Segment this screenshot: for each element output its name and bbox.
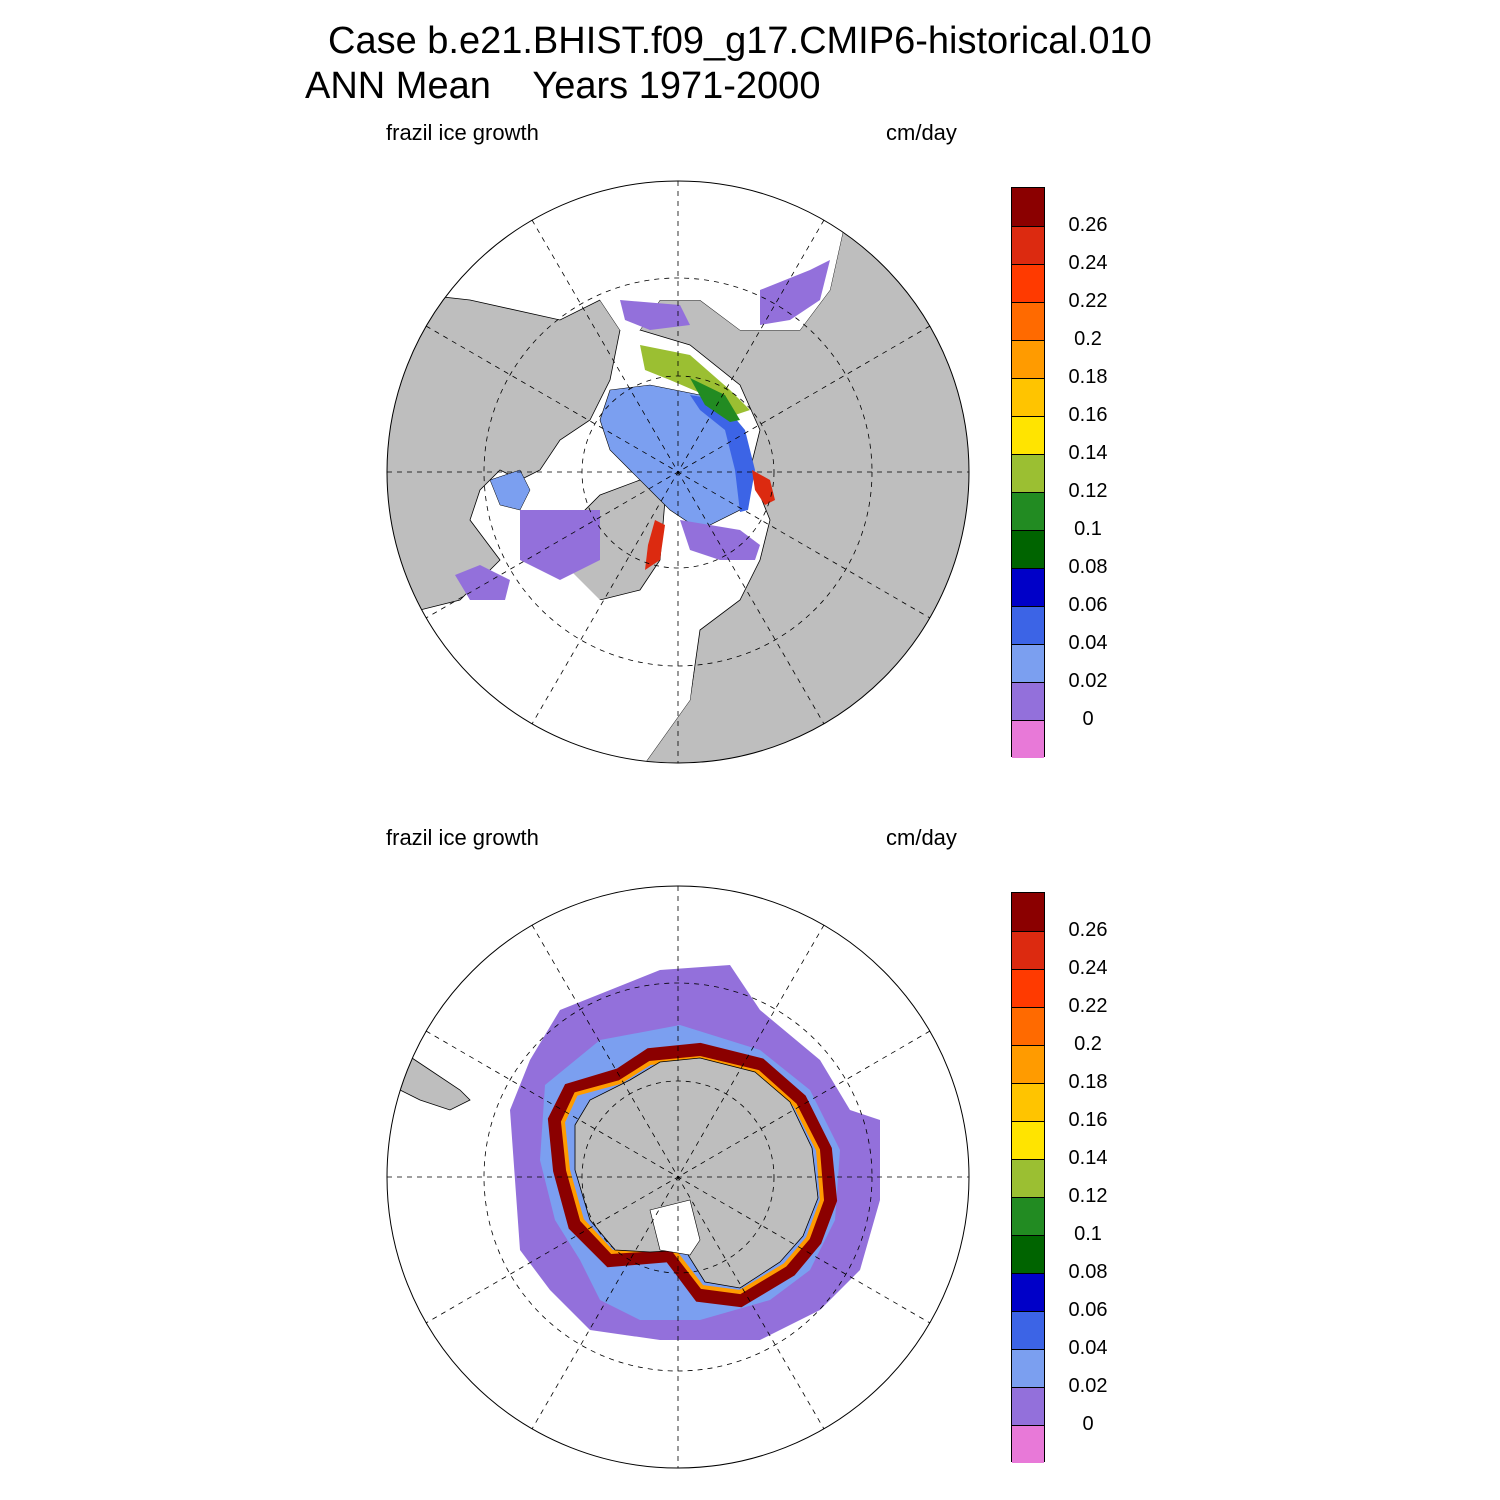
south-colorbar-swatch — [1012, 1121, 1044, 1159]
south-colorbar-label: 0.06 — [1068, 1299, 1108, 1321]
north-colorbar-label: 0.16 — [1068, 404, 1108, 426]
north-colorbar-swatch — [1012, 454, 1044, 492]
south-coastal-band — [547, 1042, 838, 1308]
north-colorbar-label: 0.02 — [1068, 670, 1108, 692]
south-colorbar-label: 0.2 — [1074, 1033, 1102, 1055]
south-coastal-band-inner — [560, 1055, 825, 1295]
north-labrador-purple — [520, 510, 600, 580]
north-colorbar-swatch — [1012, 606, 1044, 644]
north-graticule — [387, 181, 969, 763]
south-colorbar-label: 0.16 — [1068, 1109, 1108, 1131]
south-colorbar-swatch — [1012, 1349, 1044, 1387]
south-colorbar-swatch — [1012, 1197, 1044, 1235]
north-map-border — [386, 180, 970, 764]
north-colorbar-swatch — [1012, 226, 1044, 264]
north-colorbar-label: 0.18 — [1068, 366, 1108, 388]
north-colorbar-swatch — [1012, 416, 1044, 454]
north-colorbar-swatch — [1012, 568, 1044, 606]
north-colorbar-label: 0.2 — [1074, 328, 1102, 350]
north-colorbar-swatch — [1012, 644, 1044, 682]
north-colorbar-label: 0.12 — [1068, 480, 1108, 502]
north-colorbar-label: 0.04 — [1068, 632, 1108, 654]
north-bering-purple — [620, 300, 690, 330]
south-colorbar-label: 0.26 — [1068, 919, 1108, 941]
north-hudson-purple — [455, 565, 510, 600]
north-colorbar-swatch — [1012, 682, 1044, 720]
south-colorbar: 0 0.02 0.04 0.06 0.08 0.1 0.12 0.14 0.16 0.18 0.2 0… — [1011, 892, 1151, 1463]
north-colorbar-label: 0.08 — [1068, 556, 1108, 578]
north-colorbar-label: 0.22 — [1068, 290, 1108, 312]
south-colorbar-label: 0.22 — [1068, 995, 1108, 1017]
south-units-label: cm/day — [886, 825, 957, 850]
south-colorbar-swatch — [1012, 1083, 1044, 1121]
south-colorbar-box — [1011, 892, 1045, 1463]
north-greenland-sea-band — [645, 520, 665, 570]
main-title-line-1: Case b.e21.BHIST.f09_g17.CMIP6-historica… — [328, 20, 1152, 62]
south-colorbar-swatch — [1012, 893, 1044, 931]
south-colorbar-swatch — [1012, 1007, 1044, 1045]
north-colorbar-label: 0.14 — [1068, 442, 1108, 464]
north-okhotsk-purple — [760, 260, 830, 325]
south-colorbar-label: 0 — [1082, 1413, 1094, 1435]
north-colorbar: 0 0.02 0.04 0.06 0.08 0.1 0.12 0.14 0.16 0.18 0.2 0… — [1011, 187, 1151, 758]
north-colorbar-swatch — [1012, 188, 1044, 226]
north-colorbar-swatch — [1012, 530, 1044, 568]
south-colorbar-label: 0.02 — [1068, 1375, 1108, 1397]
south-colorbar-swatch — [1012, 969, 1044, 1007]
north-colorbar-swatch — [1012, 378, 1044, 416]
south-colorbar-label: 0.18 — [1068, 1071, 1108, 1093]
north-colorbar-label: 0 — [1082, 708, 1094, 730]
south-map-border — [386, 885, 970, 1469]
south-colorbar-label: 0.24 — [1068, 957, 1108, 979]
north-colorbar-label: 0.1 — [1074, 518, 1102, 540]
north-kara-band — [752, 470, 775, 505]
south-colorbar-swatch — [1012, 1159, 1044, 1197]
main-title-line-2: ANN Mean Years 1971-2000 — [305, 65, 821, 107]
north-variable-label: frazil ice growth — [386, 120, 539, 145]
south-colorbar-label: 0.08 — [1068, 1261, 1108, 1283]
north-colorbar-label: 0.24 — [1068, 252, 1108, 274]
north-colorbar-label: 0.26 — [1068, 214, 1108, 236]
south-colorbar-swatch — [1012, 1311, 1044, 1349]
south-polar-map — [387, 886, 969, 1468]
south-colorbar-label: 0.04 — [1068, 1337, 1108, 1359]
south-colorbar-label: 0.12 — [1068, 1185, 1108, 1207]
south-variable-label: frazil ice growth — [386, 825, 539, 850]
south-land-antarctica — [574, 1057, 819, 1289]
south-land-south-america — [399, 1049, 471, 1111]
south-colorbar-swatch — [1012, 1273, 1044, 1311]
north-barents-purple — [680, 520, 760, 560]
south-colorbar-swatch — [1012, 1235, 1044, 1273]
south-colorbar-swatch — [1012, 1387, 1044, 1425]
north-baffin-blue — [489, 469, 531, 511]
north-colorbar-swatch — [1012, 264, 1044, 302]
south-ice-shelf — [649, 1199, 701, 1256]
north-colorbar-swatch — [1012, 492, 1044, 530]
south-colorbar-swatch — [1012, 931, 1044, 969]
north-colorbar-swatch — [1012, 720, 1044, 758]
south-colorbar-label: 0.14 — [1068, 1147, 1108, 1169]
south-colorbar-swatch — [1012, 1425, 1044, 1463]
north-units-label: cm/day — [886, 120, 957, 145]
south-graticule — [387, 886, 969, 1468]
north-colorbar-swatch — [1012, 302, 1044, 340]
north-colorbar-box — [1011, 187, 1045, 758]
north-polar-map — [387, 181, 969, 763]
south-colorbar-swatch — [1012, 1045, 1044, 1083]
north-shelf-band — [690, 395, 755, 512]
north-siberian-darkgreen — [690, 378, 740, 422]
north-colorbar-label: 0.06 — [1068, 594, 1108, 616]
south-colorbar-label: 0.1 — [1074, 1223, 1102, 1245]
north-colorbar-swatch — [1012, 340, 1044, 378]
